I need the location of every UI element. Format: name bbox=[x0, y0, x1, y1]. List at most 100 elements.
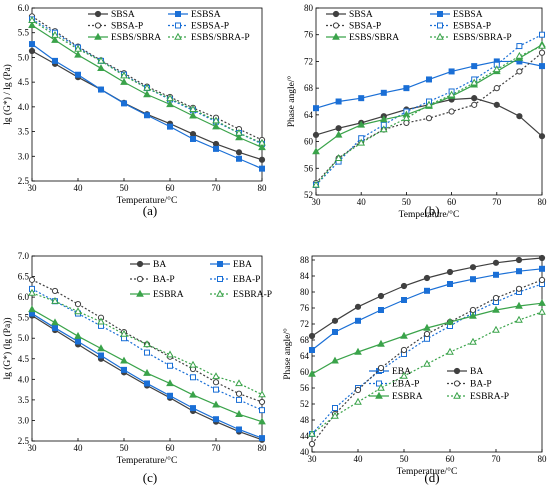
legend-label: EBA-P bbox=[233, 275, 260, 285]
panel-label: (c) bbox=[143, 470, 157, 485]
x-tick-label: 50 bbox=[120, 443, 130, 453]
data-point bbox=[212, 400, 220, 408]
legend-marker bbox=[436, 32, 444, 40]
legend-entry: ESBSA bbox=[430, 10, 483, 20]
legend-entry: ESBS/SBRA-P bbox=[168, 32, 250, 43]
data-point bbox=[515, 256, 523, 264]
x-axis-label: Temperature/°C bbox=[117, 455, 178, 466]
x-tick-label: 30 bbox=[308, 454, 318, 464]
data-point bbox=[98, 86, 104, 93]
y-tick-label: 2.5 bbox=[18, 176, 30, 186]
legend-label: EBA bbox=[392, 367, 411, 377]
panel-label: (d) bbox=[424, 470, 439, 485]
legend-marker bbox=[174, 32, 182, 40]
series-esbsa bbox=[29, 41, 265, 172]
legend-label: ESBSA-P bbox=[191, 22, 229, 32]
data-point bbox=[354, 347, 362, 355]
data-point bbox=[357, 120, 366, 128]
data-point bbox=[312, 131, 320, 138]
series-esbsa bbox=[313, 58, 545, 112]
data-point bbox=[52, 57, 58, 64]
legend-marker bbox=[437, 11, 443, 17]
series-line bbox=[31, 15, 263, 141]
y-tick-label: 64 bbox=[304, 110, 314, 120]
legend-label: EBA-P bbox=[392, 380, 419, 390]
legend-entry: SBSA-P bbox=[88, 22, 143, 32]
series-line bbox=[31, 43, 263, 170]
data-point bbox=[258, 156, 266, 163]
series-line bbox=[31, 292, 263, 396]
data-point bbox=[400, 282, 408, 290]
legend-marker bbox=[453, 367, 461, 375]
y-tick-label: 76 bbox=[304, 30, 314, 40]
data-point bbox=[120, 329, 128, 337]
data-point bbox=[538, 254, 546, 262]
data-point bbox=[143, 340, 151, 348]
data-point bbox=[377, 292, 385, 300]
data-point bbox=[121, 100, 127, 107]
series-ba bbox=[28, 312, 266, 443]
data-point bbox=[538, 49, 546, 56]
data-point bbox=[143, 368, 151, 376]
legend-marker bbox=[332, 22, 340, 29]
series-eba-p bbox=[29, 285, 265, 414]
data-point bbox=[259, 435, 265, 442]
legend-label: ESBS/SBRA-P bbox=[453, 33, 512, 43]
x-tick-label: 50 bbox=[400, 454, 410, 464]
data-point bbox=[167, 392, 173, 399]
data-point bbox=[446, 347, 454, 355]
data-point bbox=[400, 346, 408, 354]
legend-label: ESBS/SBRA bbox=[349, 33, 399, 43]
x-tick-label: 50 bbox=[120, 183, 130, 193]
data-point bbox=[516, 268, 522, 275]
data-point bbox=[403, 119, 410, 126]
legend-marker bbox=[136, 289, 144, 297]
legend-marker bbox=[216, 289, 224, 297]
data-point bbox=[423, 323, 431, 331]
x-tick-label: 40 bbox=[354, 454, 364, 464]
legend-entry: SBSA-P bbox=[326, 22, 381, 32]
data-point bbox=[166, 100, 174, 108]
data-point bbox=[332, 405, 338, 411]
chart-panel-1: 30 40 50 60 70 80 2.5 3.0 3.5 4.0 4.5 5.0 5.5 6.0 Temp… bbox=[2, 3, 267, 218]
data-point bbox=[423, 330, 431, 338]
data-point bbox=[403, 85, 410, 92]
data-point bbox=[235, 149, 243, 156]
legend-marker bbox=[437, 22, 443, 29]
data-point bbox=[334, 154, 343, 161]
legend-entry: BA-P bbox=[130, 275, 175, 285]
x-tick-label: 70 bbox=[212, 183, 222, 193]
data-point bbox=[493, 101, 500, 108]
data-point bbox=[515, 301, 523, 309]
data-point bbox=[258, 398, 266, 406]
data-point bbox=[213, 386, 219, 393]
data-point bbox=[167, 362, 173, 369]
y-tick-label: 68 bbox=[300, 335, 310, 345]
series-esbra bbox=[28, 305, 266, 425]
data-point bbox=[469, 311, 477, 319]
data-point bbox=[516, 113, 523, 120]
data-point bbox=[379, 125, 388, 133]
data-point bbox=[189, 130, 197, 138]
data-point bbox=[258, 143, 266, 151]
data-point bbox=[28, 47, 36, 55]
series-esbsa-p bbox=[313, 31, 545, 188]
data-point bbox=[236, 155, 242, 162]
y-tick-label: 88 bbox=[300, 255, 310, 265]
data-point bbox=[190, 405, 196, 412]
data-point bbox=[401, 297, 407, 303]
legend-marker bbox=[217, 261, 223, 267]
data-point bbox=[190, 374, 196, 381]
data-point bbox=[377, 383, 385, 391]
data-point bbox=[331, 317, 339, 324]
x-axis-label: Temperature/°C bbox=[117, 195, 178, 206]
panel-label: (a) bbox=[143, 203, 157, 218]
legend-label: ESBSA bbox=[191, 10, 221, 20]
data-point bbox=[143, 83, 151, 91]
data-point bbox=[212, 116, 220, 124]
data-point bbox=[402, 113, 411, 121]
legend-marker bbox=[332, 10, 340, 18]
y-tick-label: 6.0 bbox=[18, 3, 30, 13]
series-esbs-sbra-p bbox=[28, 16, 266, 146]
